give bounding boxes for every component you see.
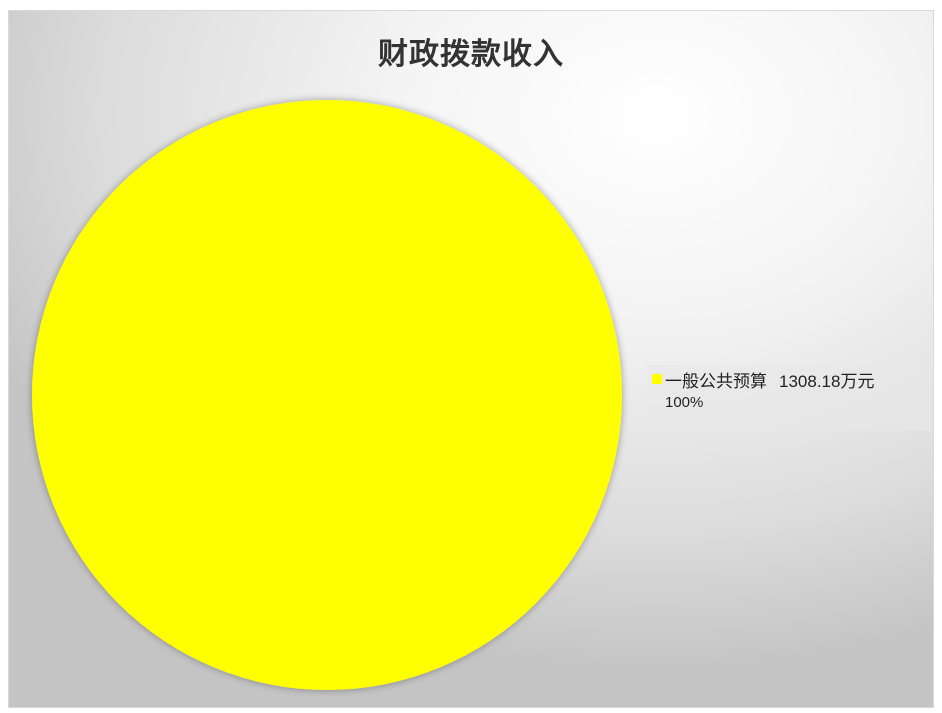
legend-value: 1308.18万元 [779,372,874,391]
pie-chart [9,11,934,708]
legend-label: 一般公共预算 [665,372,767,391]
legend: 一般公共预算 1308.18万元 100% [647,365,931,431]
legend-swatch [652,374,662,384]
chart-area: 财政拨款收入 一般公共预算 1308.18万元 100% [8,10,934,708]
pie-slice-0 [32,100,622,690]
legend-percent: 100% [665,394,703,411]
legend-entry: 一般公共预算 1308.18万元 [665,367,874,392]
